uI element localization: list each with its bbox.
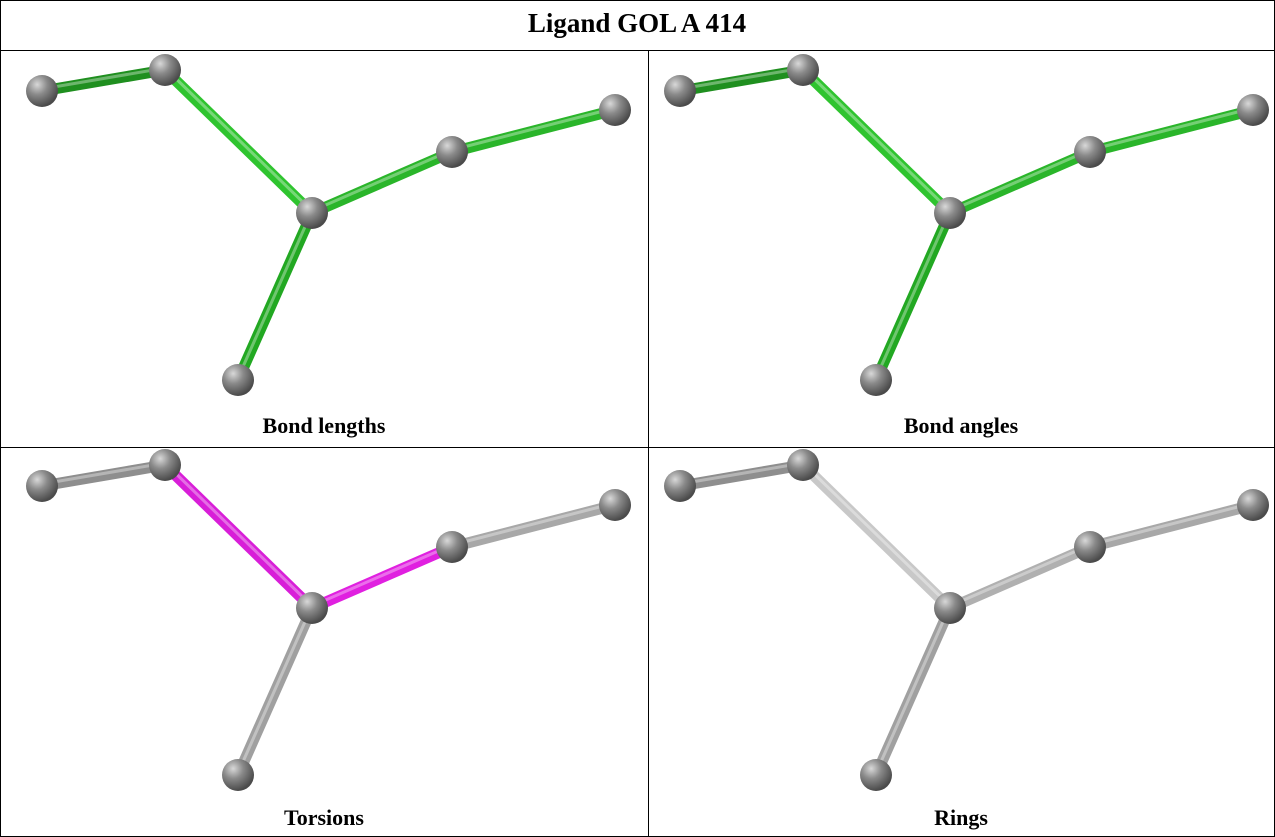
- atom: [860, 759, 892, 791]
- bond: [42, 465, 165, 486]
- atom: [26, 75, 58, 107]
- bond-highlight: [312, 150, 452, 211]
- bond: [312, 152, 452, 213]
- atom: [296, 592, 328, 624]
- atom: [787, 449, 819, 481]
- bond-highlight: [165, 68, 312, 211]
- bond: [1090, 505, 1253, 547]
- bond-highlight: [876, 211, 950, 378]
- atom: [664, 75, 696, 107]
- atom: [1074, 531, 1106, 563]
- bond-highlight: [803, 68, 950, 211]
- bond-highlight: [452, 503, 615, 545]
- bond-highlight: [876, 606, 950, 773]
- bond-highlight: [312, 545, 452, 606]
- outer-border: [1, 1, 1275, 837]
- bond: [452, 505, 615, 547]
- molecules: [26, 54, 1269, 791]
- atom: [436, 531, 468, 563]
- atom: [934, 197, 966, 229]
- bond: [680, 465, 803, 486]
- bond-highlight: [238, 211, 312, 378]
- panel-caption: Rings: [934, 805, 988, 830]
- atom: [26, 470, 58, 502]
- panel-caption: Torsions: [284, 805, 364, 830]
- bond: [1090, 110, 1253, 152]
- atom: [934, 592, 966, 624]
- atom: [787, 54, 819, 86]
- bond-highlight: [950, 545, 1090, 606]
- bond: [680, 70, 803, 91]
- atom: [664, 470, 696, 502]
- bond-highlight: [165, 463, 312, 606]
- bond: [950, 547, 1090, 608]
- bond: [452, 110, 615, 152]
- panel-caption: Bond angles: [904, 413, 1019, 438]
- atom: [599, 489, 631, 521]
- atom: [296, 197, 328, 229]
- atom: [599, 94, 631, 126]
- atom: [149, 54, 181, 86]
- bond-highlight: [452, 108, 615, 150]
- atom: [1237, 94, 1269, 126]
- page: {"header": {"title": "Ligand GOL A 414"}…: [0, 0, 1275, 837]
- bond: [312, 547, 452, 608]
- atom: [1074, 136, 1106, 168]
- atom: [222, 759, 254, 791]
- figure: Ligand GOL A 414 Bond lengths Bond angle…: [0, 0, 1275, 837]
- bond: [950, 152, 1090, 213]
- atom: [1237, 489, 1269, 521]
- bond-highlight: [1090, 503, 1253, 545]
- title: Ligand GOL A 414: [528, 8, 746, 38]
- atom: [860, 364, 892, 396]
- panel-caption: Bond lengths: [263, 413, 386, 438]
- atom: [222, 364, 254, 396]
- bond-highlight: [1090, 108, 1253, 150]
- atom: [149, 449, 181, 481]
- bond-highlight: [950, 150, 1090, 211]
- bond-highlight: [803, 463, 950, 606]
- bond-highlight: [238, 606, 312, 773]
- bond: [42, 70, 165, 91]
- atom: [436, 136, 468, 168]
